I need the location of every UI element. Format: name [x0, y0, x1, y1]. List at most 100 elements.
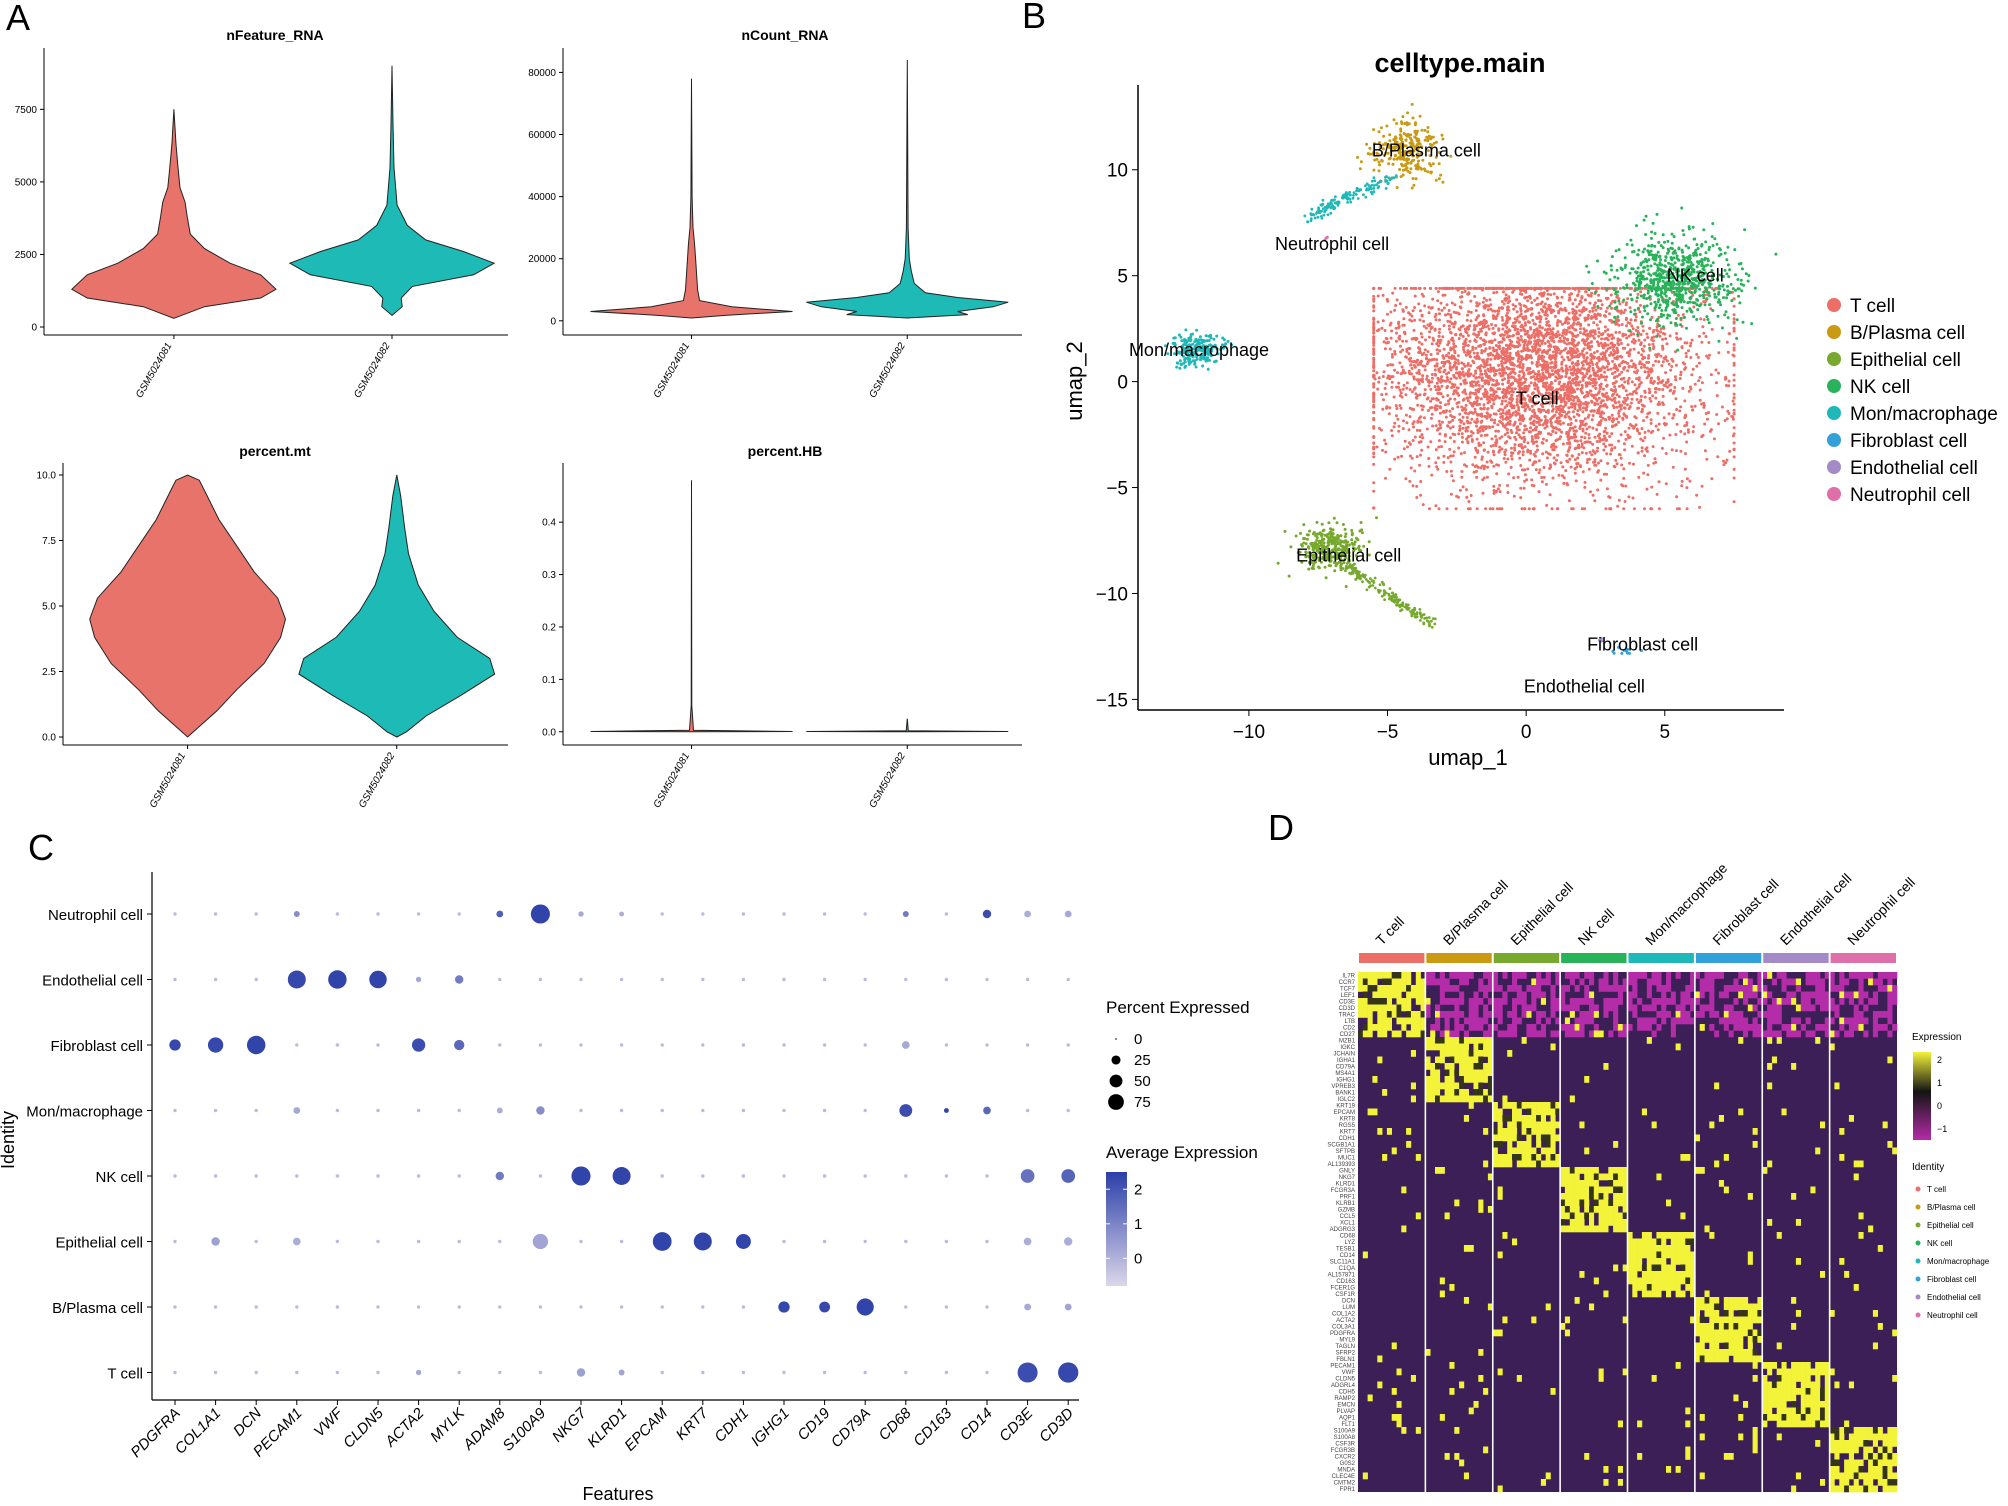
umap-point	[1543, 328, 1547, 332]
umap-point	[1629, 286, 1633, 290]
umap-point	[1477, 302, 1481, 306]
umap-point	[1434, 408, 1438, 412]
umap-point	[1317, 565, 1321, 569]
umap-point	[1294, 534, 1298, 538]
umap-point	[1452, 342, 1456, 346]
umap-point	[1515, 318, 1519, 322]
umap-point	[1379, 428, 1383, 432]
umap-point	[1617, 412, 1621, 415]
umap-point	[1424, 326, 1428, 330]
umap-point	[1480, 414, 1484, 418]
umap-point	[1483, 305, 1487, 309]
y-tick-label: 0.1	[542, 675, 556, 686]
umap-point	[1448, 286, 1452, 290]
umap-point	[1732, 441, 1736, 445]
umap-point	[1521, 453, 1525, 457]
umap-point	[1643, 454, 1646, 458]
umap-point	[1628, 423, 1632, 426]
umap-point	[1575, 429, 1578, 433]
umap-point	[1519, 335, 1523, 338]
umap-point	[1657, 377, 1661, 381]
umap-point	[1622, 476, 1626, 480]
umap-point	[1567, 434, 1570, 438]
umap-point	[1617, 420, 1620, 424]
umap-point	[1650, 507, 1653, 511]
umap-point	[1541, 339, 1545, 343]
umap-point	[1596, 434, 1600, 438]
umap-y-tick-label: 5	[1117, 267, 1128, 288]
umap-point	[1617, 498, 1621, 502]
umap-point	[1650, 338, 1654, 342]
umap-point	[1599, 299, 1603, 303]
umap-point	[1556, 372, 1560, 376]
umap-point	[1519, 360, 1522, 364]
umap-point	[1556, 453, 1560, 457]
umap-point	[1409, 161, 1413, 164]
umap-point	[1461, 334, 1465, 338]
umap-point	[1655, 492, 1659, 496]
umap-point	[1526, 394, 1530, 398]
umap-point	[1440, 375, 1444, 379]
umap-point	[1379, 126, 1383, 130]
umap-point	[1446, 319, 1450, 323]
umap-point	[1491, 346, 1495, 350]
umap-point	[1603, 325, 1607, 329]
umap-point	[1395, 298, 1399, 302]
umap-point	[1455, 386, 1459, 390]
umap-point	[1646, 370, 1650, 374]
umap-point	[1460, 435, 1464, 439]
umap-point	[1533, 342, 1537, 346]
umap-point	[1566, 368, 1570, 372]
umap-point	[1692, 425, 1696, 429]
umap-point	[1474, 446, 1478, 450]
umap-point	[1648, 411, 1652, 415]
umap-point	[1646, 336, 1650, 339]
umap-point	[1680, 345, 1684, 349]
umap-point	[1552, 292, 1556, 296]
umap-point	[1449, 426, 1452, 430]
umap-point	[1376, 320, 1380, 324]
umap-point	[1449, 366, 1453, 370]
umap-point	[1597, 327, 1601, 331]
umap-point	[1565, 330, 1569, 334]
umap-point	[1532, 331, 1536, 335]
umap-point	[1519, 496, 1523, 500]
umap-point	[1491, 309, 1495, 313]
umap-point	[1498, 507, 1502, 511]
y-tick-label: 0.0	[42, 733, 56, 744]
umap-point	[1567, 387, 1571, 390]
umap-point	[1495, 441, 1499, 445]
umap-point	[1397, 429, 1401, 433]
umap-point	[1482, 476, 1486, 480]
umap-point	[1312, 531, 1316, 534]
umap-point	[1387, 412, 1391, 416]
umap-point	[1406, 445, 1409, 449]
umap-point	[1372, 360, 1376, 364]
umap-point	[1631, 327, 1635, 331]
umap-point	[1393, 308, 1397, 312]
umap-point	[1442, 460, 1446, 464]
umap-point	[1460, 367, 1464, 371]
umap-point	[1515, 398, 1519, 401]
umap-point	[1372, 352, 1376, 356]
umap-point	[1519, 382, 1523, 386]
umap-point	[1440, 133, 1444, 137]
umap-point	[1526, 450, 1530, 454]
umap-point	[1508, 351, 1512, 355]
umap-point	[1654, 396, 1658, 400]
umap-point	[1474, 309, 1478, 312]
umap-point	[1437, 439, 1441, 443]
umap-point	[1417, 368, 1421, 372]
umap-point	[1571, 507, 1575, 511]
umap-point	[1412, 328, 1416, 332]
umap-point	[1493, 373, 1496, 377]
umap-point	[1468, 421, 1472, 425]
umap-point	[1556, 304, 1560, 308]
umap-point	[1480, 455, 1484, 459]
umap-y-tick-label: −5	[1106, 479, 1128, 500]
umap-point	[1688, 344, 1692, 348]
umap-point	[1658, 380, 1662, 384]
umap-point	[1622, 442, 1626, 446]
umap-point	[1482, 296, 1486, 300]
umap-point	[1319, 533, 1323, 536]
